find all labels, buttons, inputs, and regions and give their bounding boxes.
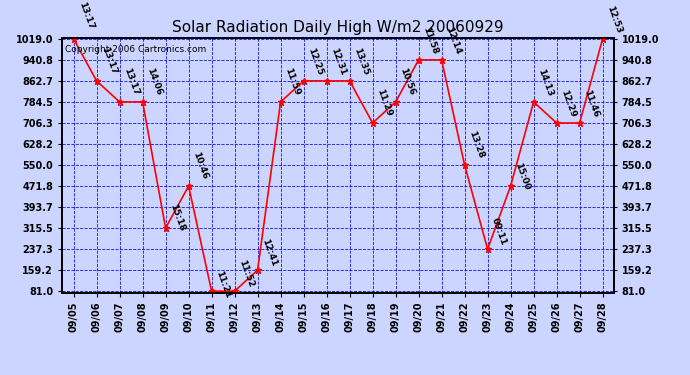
Text: 11:59: 11:59 xyxy=(283,66,302,96)
Text: 12:14: 12:14 xyxy=(444,26,462,56)
Text: 11:58: 11:58 xyxy=(421,26,439,56)
Text: Copyright 2006 Cartronics.com: Copyright 2006 Cartronics.com xyxy=(65,45,206,54)
Text: 12:31: 12:31 xyxy=(329,47,347,77)
Text: 10:56: 10:56 xyxy=(398,67,416,96)
Text: 13:17: 13:17 xyxy=(122,66,140,96)
Text: 13:35: 13:35 xyxy=(352,47,370,77)
Text: 14:13: 14:13 xyxy=(536,68,554,98)
Text: 12:53: 12:53 xyxy=(605,5,623,35)
Text: 10:46: 10:46 xyxy=(191,151,209,181)
Text: 14:06: 14:06 xyxy=(145,67,163,96)
Text: 11:29: 11:29 xyxy=(375,87,393,118)
Text: 09:11: 09:11 xyxy=(490,216,508,246)
Text: 12:41: 12:41 xyxy=(260,237,278,267)
Text: 11:21: 11:21 xyxy=(214,269,232,299)
Text: 13:17: 13:17 xyxy=(100,45,119,75)
Text: 13:28: 13:28 xyxy=(467,130,485,160)
Text: 11:52: 11:52 xyxy=(237,258,255,288)
Text: 15:18: 15:18 xyxy=(168,202,186,232)
Text: 15:00: 15:00 xyxy=(513,162,531,191)
Text: 13:17: 13:17 xyxy=(77,1,95,31)
Text: 11:46: 11:46 xyxy=(582,89,600,119)
Title: Solar Radiation Daily High W/m2 20060929: Solar Radiation Daily High W/m2 20060929 xyxy=(172,20,504,35)
Text: 12:29: 12:29 xyxy=(559,89,578,119)
Text: 12:25: 12:25 xyxy=(306,47,324,77)
